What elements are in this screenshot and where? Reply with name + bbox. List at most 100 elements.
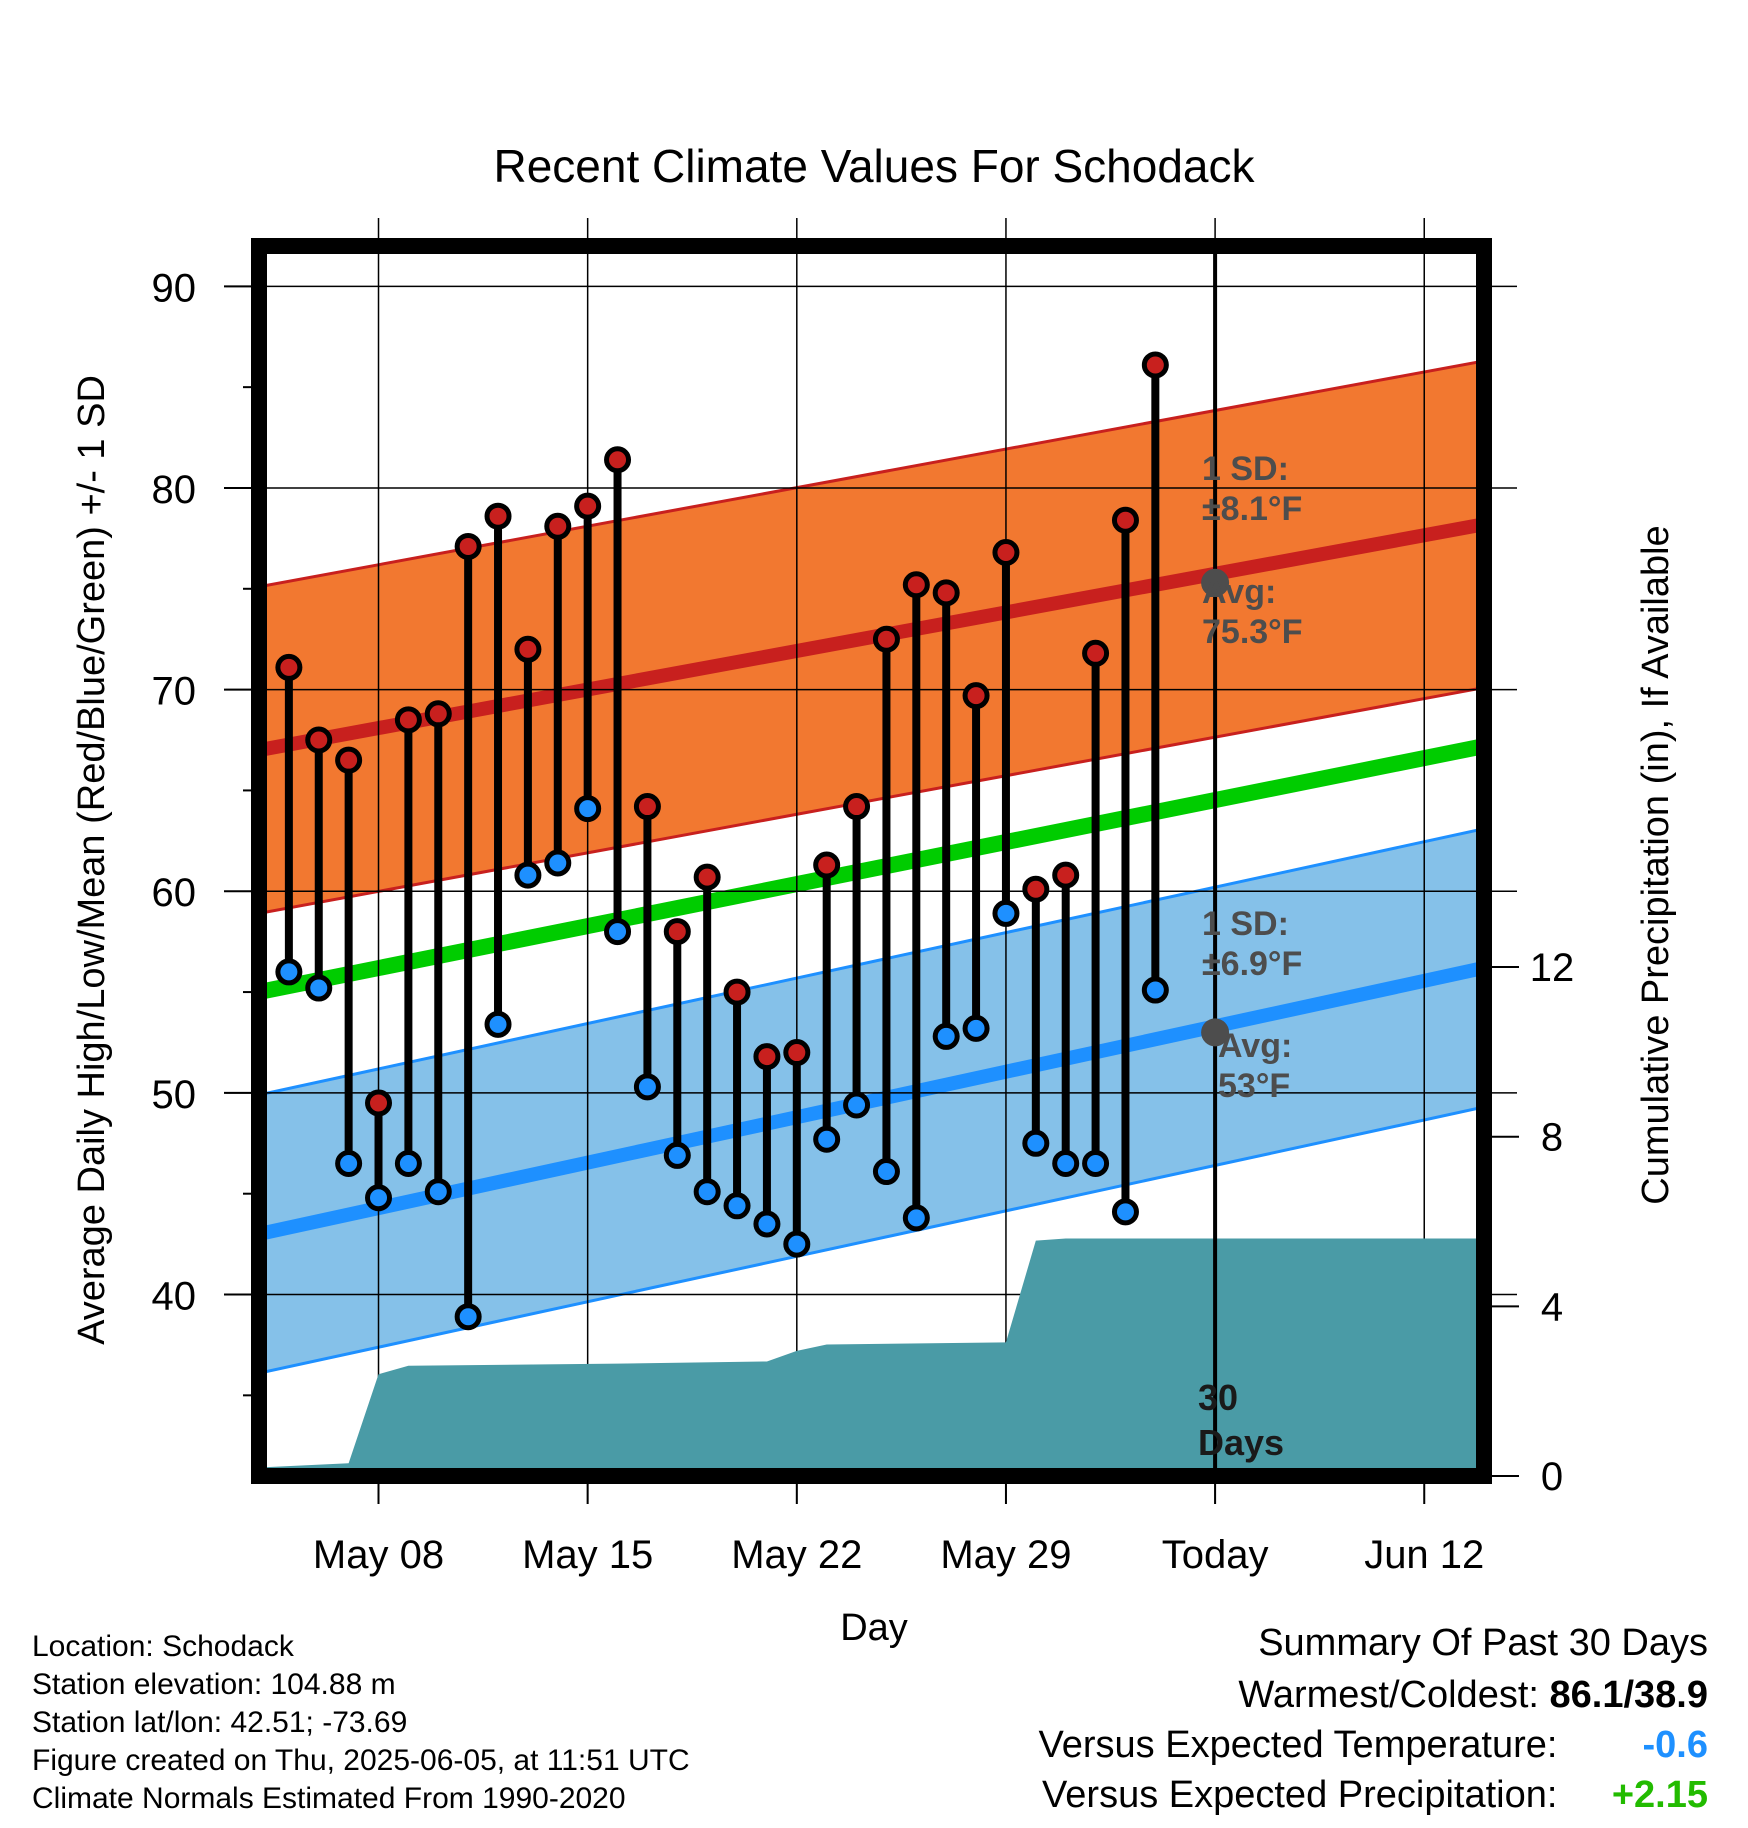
low-avg-today-dot [1201, 1018, 1230, 1047]
y-tick-label: 60 [152, 871, 197, 915]
low-point [514, 861, 542, 889]
warm-cold-value: 86.1/38.9 [1549, 1674, 1708, 1716]
high-point [1111, 506, 1139, 534]
low-point [932, 1022, 960, 1050]
high-point [872, 625, 900, 653]
summary-precip: Versus Expected Precipitation: +2.15 [1042, 1774, 1708, 1817]
low-point [574, 795, 602, 823]
y-right-tick-label: 0 [1541, 1455, 1563, 1499]
precip-area [259, 1238, 1484, 1476]
low-sd-label: 1 SD: [1202, 905, 1289, 943]
summary-warm-cold: Warmest/Coldest: 86.1/38.9 [1238, 1674, 1708, 1717]
location-text: Location: Schodack [32, 1630, 294, 1663]
low-point [1141, 976, 1169, 1004]
created-text: Figure created on Thu, 2025-06-05, at 11… [32, 1744, 690, 1777]
low-point [335, 1149, 363, 1177]
y-right-tick-label: 4 [1541, 1285, 1563, 1329]
plot-border [251, 238, 1492, 1484]
high-point [783, 1039, 811, 1067]
high-point [932, 579, 960, 607]
precip-value: +2.15 [1611, 1774, 1708, 1816]
x-tick-label: May 22 [731, 1533, 862, 1577]
high-point [813, 851, 841, 879]
elevation-text: Station elevation: 104.88 m [32, 1668, 396, 1701]
y-axis-right-label: Cumulative Precipitation (in), If Availa… [1635, 525, 1677, 1204]
low-point [783, 1230, 811, 1258]
high-point [604, 446, 632, 474]
low-point [753, 1210, 781, 1238]
high-point [753, 1043, 781, 1071]
y-right-tick-label: 8 [1541, 1116, 1563, 1160]
low-sd-band-upper-edge [259, 827, 1484, 1097]
summary-title: Summary Of Past 30 Days [1258, 1622, 1708, 1664]
low-avg-value: 53°F [1218, 1067, 1290, 1105]
high-sd-label: 1 SD: [1202, 450, 1289, 488]
high-point [305, 726, 333, 754]
high-sd-band-lower-edge [259, 686, 1484, 915]
temp-value: -0.6 [1642, 1724, 1708, 1766]
y-tick-label: 80 [152, 468, 197, 512]
precip-cumulative-area [259, 1238, 1484, 1476]
low-point [544, 849, 572, 877]
y-tick-label: 50 [152, 1073, 197, 1117]
x-tick-label: Jun 12 [1364, 1533, 1484, 1577]
low-point [902, 1204, 930, 1232]
days-number: 30 [1198, 1377, 1238, 1418]
low-point [693, 1178, 721, 1206]
high-point [633, 793, 661, 821]
high-point [335, 746, 363, 774]
low-point [663, 1141, 691, 1169]
x-axis-label: Day [840, 1607, 908, 1649]
low-point [1022, 1129, 1050, 1157]
high-point [1052, 861, 1080, 889]
low-point [1082, 1149, 1110, 1177]
high-point [424, 700, 452, 728]
low-point [604, 918, 632, 946]
low-avg-label: Avg: [1218, 1027, 1292, 1065]
high-point [992, 538, 1020, 566]
warm-cold-label: Warmest/Coldest: [1238, 1674, 1539, 1716]
x-tick-label: May 29 [940, 1533, 1071, 1577]
summary-temp: Versus Expected Temperature: -0.6 [1039, 1724, 1708, 1767]
high-point [843, 793, 871, 821]
low-point [1111, 1198, 1139, 1226]
low-point [813, 1125, 841, 1153]
high-avg-today-dot [1201, 568, 1230, 597]
low-sd-value: ±6.9°F [1202, 945, 1302, 983]
days-word: Days [1198, 1422, 1284, 1463]
low-point [872, 1158, 900, 1186]
high-point [394, 706, 422, 734]
x-tick-label: Today [1162, 1533, 1269, 1577]
high-point [275, 653, 303, 681]
low-point [962, 1014, 990, 1042]
x-tick-label: May 08 [313, 1533, 444, 1577]
plot-frame [251, 238, 1492, 1484]
high-point [544, 512, 572, 540]
chart-title: Recent Climate Values For Schodack [493, 140, 1255, 192]
high-point [484, 502, 512, 530]
normals-text: Climate Normals Estimated From 1990-2020 [32, 1782, 626, 1815]
high-point [902, 571, 930, 599]
high-sd-value: ±8.1°F [1202, 490, 1302, 528]
low-point [275, 958, 303, 986]
low-point [633, 1073, 661, 1101]
temp-label: Versus Expected Temperature: [1038, 1724, 1558, 1766]
high-point [1022, 875, 1050, 903]
station-info: Location: Schodack Station elevation: 10… [32, 1628, 690, 1818]
high-point [1082, 639, 1110, 667]
low-point [394, 1149, 422, 1177]
latlon-text: Station lat/lon: 42.51; -73.69 [32, 1706, 408, 1739]
high-avg-value: 75.3°F [1202, 613, 1303, 651]
y-right-tick-label: 12 [1530, 946, 1575, 990]
low-point [723, 1192, 751, 1220]
high-point [962, 682, 990, 710]
temperature-bars [275, 351, 1169, 1331]
low-point [305, 974, 333, 1002]
y-axis-label: Average Daily High/Low/Mean (Red/Blue/Gr… [71, 375, 113, 1345]
low-point [992, 899, 1020, 927]
high-point [365, 1089, 393, 1117]
high-point [454, 532, 482, 560]
high-point [723, 978, 751, 1006]
